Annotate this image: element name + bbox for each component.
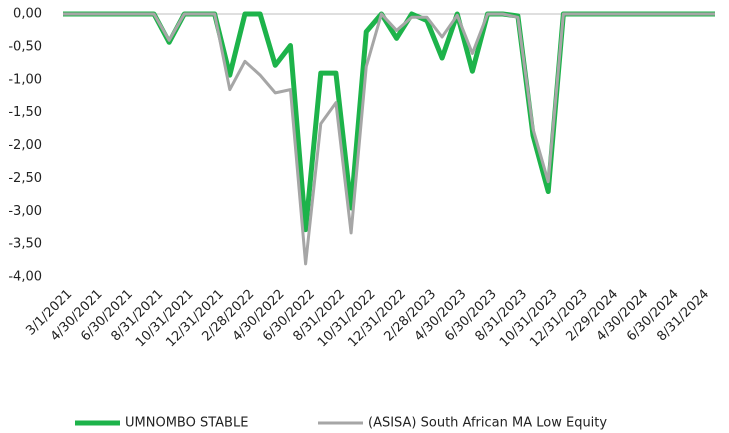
y-tick-label: -3,50 — [8, 237, 42, 252]
y-tick-label: -2,50 — [8, 171, 42, 186]
y-tick-label: 0,00 — [13, 7, 42, 22]
y-tick-label: -3,00 — [8, 204, 42, 219]
y-tick-label: -4,00 — [8, 270, 42, 285]
legend-label: (ASISA) South African MA Low Equity — [368, 416, 607, 431]
legend-label: UMNOMBO STABLE — [125, 416, 248, 431]
series-line — [63, 12, 715, 266]
y-tick-label: -1,50 — [8, 105, 42, 120]
y-tick-label: -0,50 — [8, 39, 42, 54]
series-line — [63, 11, 715, 233]
y-tick-label: -1,00 — [8, 72, 42, 87]
y-tick-label: -2,00 — [8, 138, 42, 153]
